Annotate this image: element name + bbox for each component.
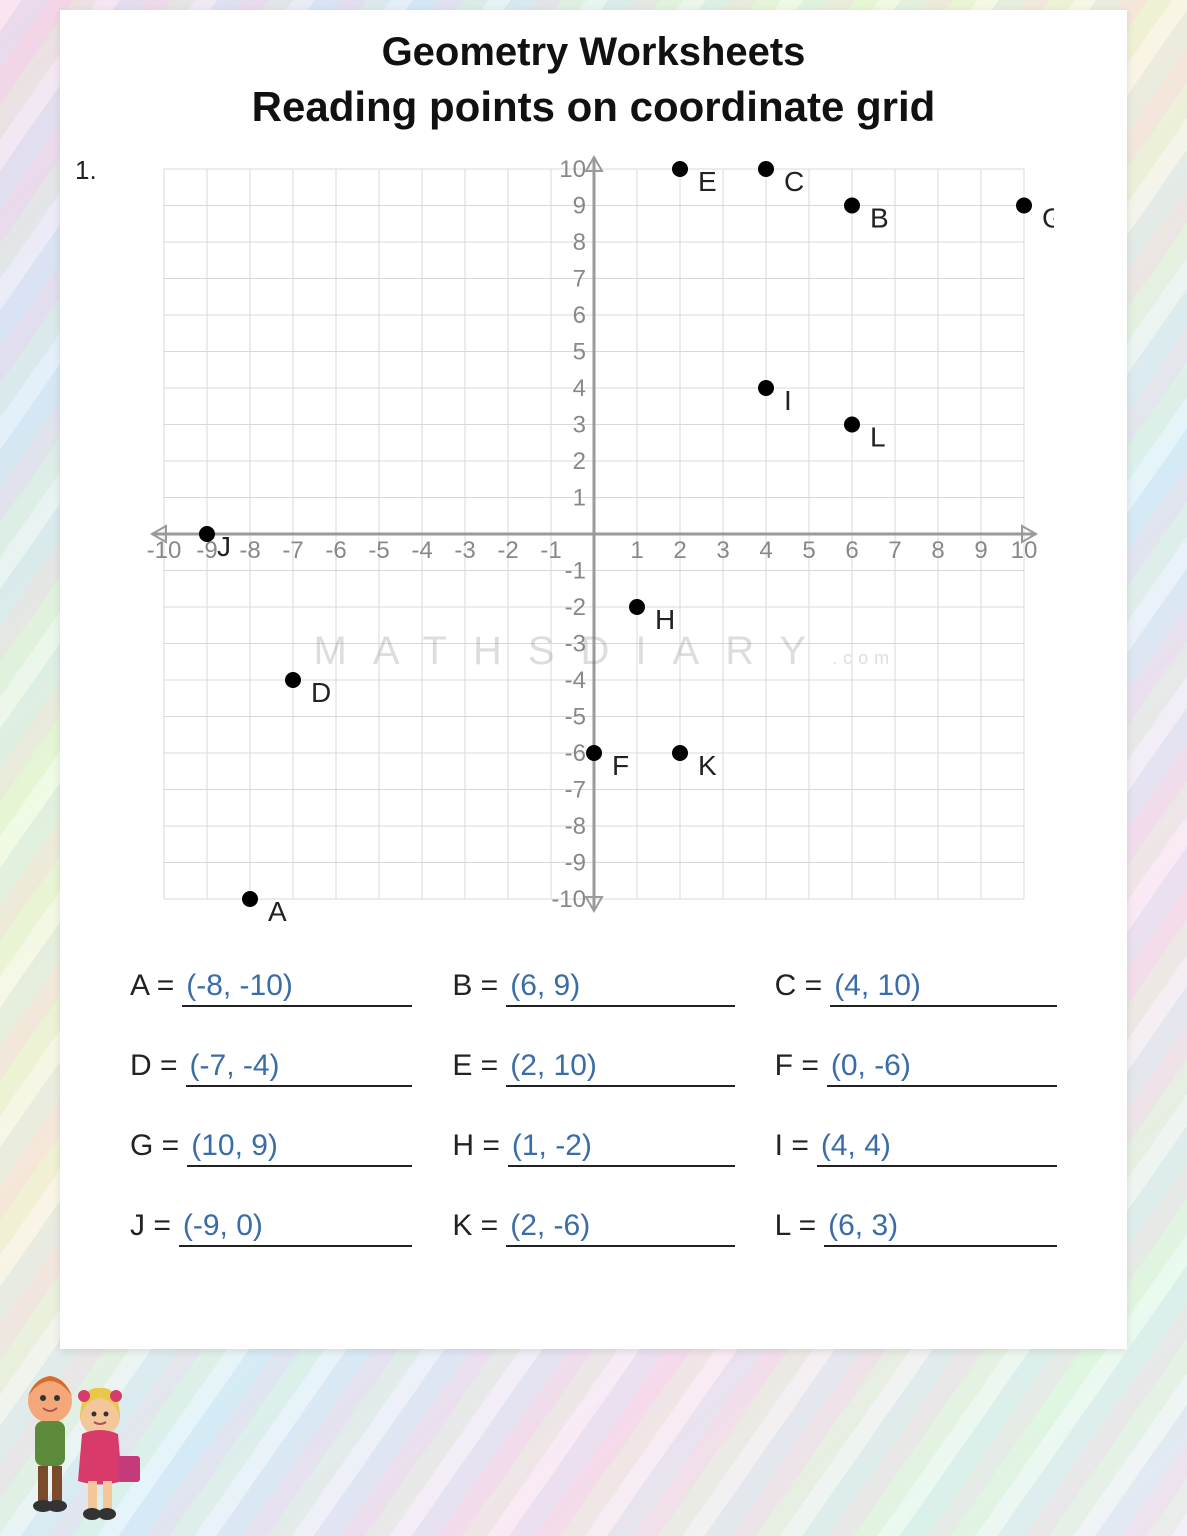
svg-text:-10: -10 [146,537,181,564]
svg-text:5: 5 [572,339,585,366]
answer-cell: C = (4, 10) [775,969,1057,1007]
svg-text:K: K [698,750,717,781]
svg-text:A: A [268,896,287,927]
svg-text:9: 9 [974,537,987,564]
svg-text:-5: -5 [564,704,585,731]
svg-text:-7: -7 [564,777,585,804]
svg-text:C: C [784,166,804,197]
problem-number: 1. [75,155,97,186]
svg-text:-2: -2 [564,594,585,621]
answer-cell: J = (-9, 0) [130,1209,412,1247]
answer-label: L = [775,1209,816,1243]
answer-cell: E = (2, 10) [452,1049,734,1087]
answer-value: (4, 10) [830,969,1057,1007]
svg-text:8: 8 [931,537,944,564]
svg-text:-1: -1 [564,558,585,585]
answer-row: D = (-7, -4) E = (2, 10) F = (0, -6) [130,1049,1057,1087]
answer-value: (4, 4) [817,1129,1057,1167]
svg-text:-3: -3 [454,537,475,564]
svg-text:F: F [612,750,629,781]
kids-illustration-icon [10,1366,150,1526]
answer-value: (-7, -4) [186,1049,413,1087]
svg-text:D: D [311,677,331,708]
answer-label: I = [775,1129,809,1163]
answer-row: G = (10, 9) H = (1, -2) I = (4, 4) [130,1129,1057,1167]
svg-text:-8: -8 [564,813,585,840]
svg-text:B: B [870,203,889,234]
answer-cell: B = (6, 9) [452,969,734,1007]
page-title: Geometry Worksheets [100,30,1087,75]
svg-text:6: 6 [572,302,585,329]
answer-label: K = [452,1209,498,1243]
svg-text:3: 3 [716,537,729,564]
answer-value: (-9, 0) [179,1209,412,1247]
answer-cell: I = (4, 4) [775,1129,1057,1167]
svg-text:6: 6 [845,537,858,564]
svg-text:10: 10 [559,156,586,183]
answer-value: (0, -6) [827,1049,1057,1087]
answer-label: G = [130,1129,179,1163]
svg-text:2: 2 [572,448,585,475]
svg-text:5: 5 [802,537,815,564]
svg-text:J: J [217,531,231,562]
svg-text:-2: -2 [497,537,518,564]
svg-text:I: I [784,385,792,416]
answer-cell: F = (0, -6) [775,1049,1057,1087]
grid-svg: -10-9-8-7-6-5-4-3-2-112345678910-10-9-8-… [134,149,1054,929]
svg-text:7: 7 [888,537,901,564]
svg-text:4: 4 [572,375,585,402]
svg-text:G: G [1042,203,1054,234]
answer-value: (2, -6) [506,1209,734,1247]
svg-text:3: 3 [572,412,585,439]
svg-text:E: E [698,166,717,197]
svg-text:H: H [655,604,675,635]
answer-cell: L = (6, 3) [775,1209,1057,1247]
svg-text:-10: -10 [551,886,586,913]
svg-text:1: 1 [630,537,643,564]
answer-label: B = [452,969,498,1003]
svg-text:-6: -6 [564,740,585,767]
answer-label: J = [130,1209,171,1243]
answer-cell: G = (10, 9) [130,1129,412,1167]
answer-value: (6, 3) [824,1209,1057,1247]
answer-value: (-8, -10) [182,969,412,1007]
svg-text:-4: -4 [411,537,432,564]
answer-cell: A = (-8, -10) [130,969,412,1007]
answer-value: (2, 10) [506,1049,734,1087]
answer-value: (10, 9) [187,1129,412,1167]
coordinate-grid-chart: -10-9-8-7-6-5-4-3-2-112345678910-10-9-8-… [134,149,1054,929]
svg-text:-8: -8 [239,537,260,564]
answer-value: (6, 9) [506,969,734,1007]
answers-section: A = (-8, -10) B = (6, 9) C = (4, 10) D = (-… [100,969,1087,1247]
page-subtitle: Reading points on coordinate grid [100,83,1087,131]
svg-text:-7: -7 [282,537,303,564]
answer-label: E = [452,1049,498,1083]
answer-label: F = [775,1049,819,1083]
svg-text:L: L [870,422,886,453]
svg-text:8: 8 [572,229,585,256]
answer-cell: D = (-7, -4) [130,1049,412,1087]
answer-row: J = (-9, 0) K = (2, -6) L = (6, 3) [130,1209,1057,1247]
answer-cell: H = (1, -2) [452,1129,734,1167]
worksheet-page: Geometry Worksheets Reading points on co… [60,10,1127,1349]
answer-label: C = [775,969,823,1003]
answer-cell: K = (2, -6) [452,1209,734,1247]
answer-value: (1, -2) [508,1129,735,1167]
svg-text:-9: -9 [564,850,585,877]
answer-row: A = (-8, -10) B = (6, 9) C = (4, 10) [130,969,1057,1007]
svg-text:9: 9 [572,193,585,220]
svg-text:-4: -4 [564,667,585,694]
answer-label: D = [130,1049,178,1083]
svg-text:-5: -5 [368,537,389,564]
svg-text:2: 2 [673,537,686,564]
svg-text:-1: -1 [540,537,561,564]
answer-label: A = [130,969,174,1003]
svg-text:4: 4 [759,537,772,564]
svg-text:1: 1 [572,485,585,512]
svg-text:7: 7 [572,266,585,293]
svg-text:-6: -6 [325,537,346,564]
answer-label: H = [452,1129,500,1163]
svg-text:10: 10 [1010,537,1037,564]
svg-text:-3: -3 [564,631,585,658]
